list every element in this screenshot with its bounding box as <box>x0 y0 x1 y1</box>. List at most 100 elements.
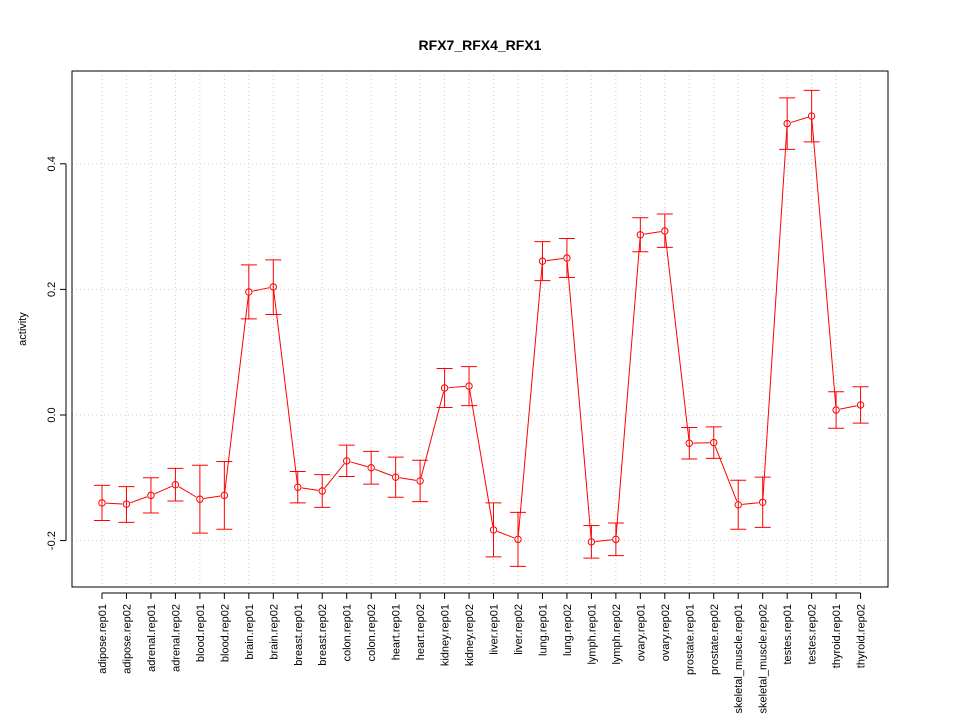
series-line-segment <box>130 496 148 504</box>
y-tick-label: 0.2 <box>46 282 58 297</box>
x-tick-label: lymph.rep02 <box>611 604 623 665</box>
x-tick-label: breast.rep02 <box>317 604 329 666</box>
data-point <box>538 257 547 265</box>
data-point <box>807 112 816 120</box>
data-point <box>196 495 204 503</box>
chart-title: RFX7_RFX4_RFX1 <box>419 37 542 53</box>
x-tick-label: heart.rep02 <box>415 604 427 660</box>
x-tick-label: testes.rep02 <box>807 604 819 665</box>
x-tick-label: lung.rep01 <box>537 604 549 656</box>
series-line-segment <box>273 290 298 484</box>
data-point <box>856 401 865 409</box>
x-tick-label: skeletal_muscle.rep02 <box>758 604 770 713</box>
data-point <box>98 499 106 507</box>
x-tick-label: adrenal.rep01 <box>146 604 158 672</box>
series-line-segment <box>497 530 515 539</box>
series-line-segment <box>203 495 221 500</box>
x-tick-label: liver.rep01 <box>489 604 501 655</box>
data-point <box>514 535 522 544</box>
series-line-segment <box>469 389 494 527</box>
data-point <box>391 473 400 481</box>
x-tick-label: adrenal.rep02 <box>170 604 182 672</box>
series-line-segment <box>154 485 172 495</box>
series-line-segment <box>566 261 592 538</box>
series-line-segment <box>595 539 612 542</box>
plot-frame <box>71 70 889 588</box>
series-line-segment <box>644 231 661 235</box>
y-tick-label: -0.2 <box>46 531 58 550</box>
data-point <box>122 500 131 508</box>
series-line-segment <box>105 502 123 505</box>
data-point <box>587 538 596 546</box>
data-point <box>710 438 718 447</box>
data-point <box>612 535 620 544</box>
series-line-segment <box>178 486 197 498</box>
grid-layer <box>72 71 888 587</box>
x-tick-label: colon.rep01 <box>342 604 354 662</box>
axis-layer: -0.2 0.0 0.2 0.4 adipose.rep01 adipose.rep02 a… <box>46 156 868 713</box>
data-point <box>758 498 767 506</box>
x-tick-label: testes.rep01 <box>782 604 794 665</box>
x-tick-label: prostate.rep02 <box>709 604 721 675</box>
series-line-segment <box>374 468 393 477</box>
series-line-segment <box>546 258 564 262</box>
x-tick-label: brain.rep01 <box>244 604 256 660</box>
errorbar-layer <box>94 89 869 567</box>
point-layer <box>98 112 865 546</box>
data-point <box>734 501 742 509</box>
series-line-segment <box>448 385 466 389</box>
data-point <box>783 119 791 128</box>
y-axis-label: activity <box>17 312 29 346</box>
x-tick-label: blood.rep02 <box>219 604 231 662</box>
data-point <box>245 288 253 296</box>
x-tick-label: skeletal_muscle.rep01 <box>733 604 745 713</box>
x-tick-label: ovary.rep02 <box>660 604 672 661</box>
series-line-segment <box>790 116 808 123</box>
x-tick-label: thyroid.rep01 <box>831 604 843 668</box>
data-point <box>489 526 498 534</box>
series-line-segment <box>420 391 445 478</box>
x-tick-label: lung.rep02 <box>562 604 574 656</box>
x-tick-label: thyroid.rep02 <box>856 604 868 668</box>
series-line-segment <box>350 461 368 468</box>
x-tick-label: adipose.rep01 <box>97 604 109 674</box>
data-point <box>416 477 424 485</box>
data-point <box>636 231 645 239</box>
x-tick-label: liver.rep02 <box>513 604 525 655</box>
data-point <box>318 487 326 495</box>
series-line-segment <box>742 502 759 505</box>
data-point <box>147 491 155 500</box>
series-line-segment <box>839 405 857 410</box>
series-line-segment <box>252 287 270 292</box>
data-point <box>685 439 693 447</box>
y-tick-label: 0.4 <box>46 156 58 171</box>
series-line-segment <box>324 463 345 489</box>
data-point <box>269 283 277 291</box>
data-point <box>440 384 449 392</box>
x-tick-label: kidney.rep02 <box>464 604 476 666</box>
series-line-segment <box>301 487 319 491</box>
y-tick-label: 0.0 <box>46 407 58 422</box>
line-layer <box>105 116 857 542</box>
series-line-segment <box>517 265 543 536</box>
series-line-segment <box>714 446 738 502</box>
data-point <box>832 406 840 414</box>
data-point <box>563 254 571 262</box>
x-tick-label: lymph.rep01 <box>586 604 598 665</box>
x-tick-label: kidney.rep01 <box>440 604 452 666</box>
x-tick-label: prostate.rep01 <box>684 604 696 675</box>
x-tick-label: blood.rep01 <box>195 604 207 662</box>
series-line-segment <box>811 120 837 407</box>
series-line-segment <box>615 238 641 536</box>
data-point <box>171 481 180 489</box>
data-point <box>661 227 669 235</box>
series-line-segment <box>224 295 249 492</box>
x-tick-label: breast.rep01 <box>293 604 305 666</box>
x-tick-label: ovary.rep01 <box>635 604 647 661</box>
data-point <box>465 382 473 390</box>
data-point <box>343 457 351 465</box>
data-point <box>294 483 302 491</box>
series-line-segment <box>664 234 690 440</box>
x-tick-label: colon.rep02 <box>366 604 378 662</box>
